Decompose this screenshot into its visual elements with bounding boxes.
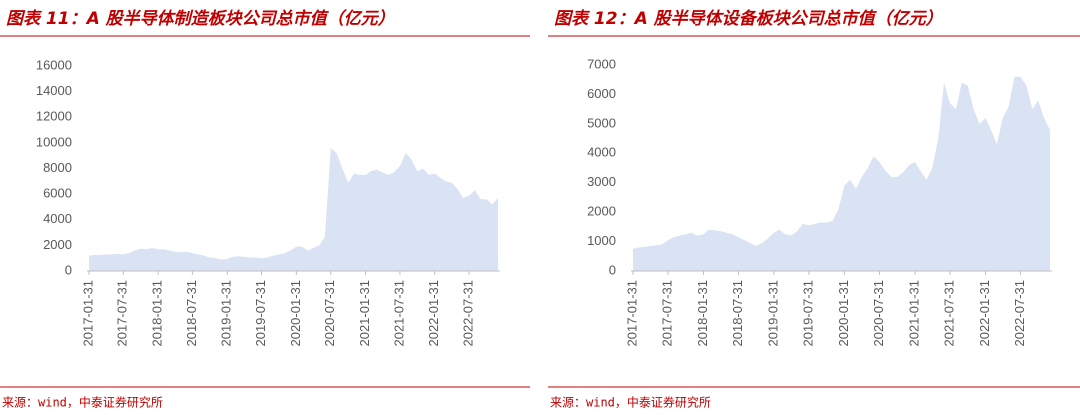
y-tick-label: 5000 [587,115,616,130]
y-tick-label: 14000 [36,83,72,98]
chart-title: 图表 12：A 股半导体设备板块公司总市值（亿元） [554,9,943,29]
y-tick-label: 0 [609,262,616,277]
x-tick-label: 2021-07-31 [391,280,406,347]
x-tick-label: 2019-01-31 [765,280,780,347]
x-tick-label: 2020-07-31 [871,280,886,347]
area [633,76,1050,272]
x-tick-label: 2021-07-31 [941,280,956,347]
x-tick-label: 2021-01-31 [357,280,372,347]
y-tick-label: 4000 [587,145,616,160]
x-tick-label: 2020-01-31 [836,280,851,347]
y-tick-label: 2000 [587,204,616,219]
y-tick-label: 8000 [43,160,72,175]
x-tick-label: 2017-07-31 [115,280,130,347]
x-tick-label: 2022-01-31 [977,280,992,347]
y-tick-label: 7000 [587,56,616,71]
x-tick-label: 2018-07-31 [730,280,745,347]
y-tick-label: 6000 [43,186,72,201]
x-tick-label: 2020-01-31 [288,280,303,347]
x-tick-label: 2018-01-31 [150,280,165,347]
y-tick-label: 3000 [587,174,616,189]
x-tick-label: 2020-07-31 [322,280,337,347]
source: 来源：wind，中泰证券研究所 [2,395,163,410]
area [89,148,498,271]
y-tick-label: 12000 [36,109,72,124]
chart-title: 图表 11：A 股半导体制造板块公司总市值（亿元） [6,9,395,29]
x-tick-label: 2021-01-31 [906,280,921,347]
y-tick-label: 4000 [43,211,72,226]
source: 来源：wind，中泰证券研究所 [550,395,711,410]
x-tick-label: 2018-01-31 [695,280,710,347]
x-tick-label: 2022-01-31 [426,280,441,347]
x-tick-label: 2019-07-31 [253,280,268,347]
y-tick-label: 2000 [43,237,72,252]
y-tick-label: 16000 [36,57,72,72]
y-tick-label: 0 [65,262,72,277]
x-tick-label: 2018-07-31 [184,280,199,347]
x-tick-label: 2017-01-31 [80,280,95,347]
x-tick-label: 2017-01-31 [624,280,639,347]
y-tick-label: 10000 [36,134,72,149]
x-tick-label: 2019-07-31 [800,280,815,347]
y-tick-label: 6000 [587,86,616,101]
x-tick-label: 2022-07-31 [1012,280,1027,347]
y-tick-label: 1000 [587,233,616,248]
x-tick-label: 2019-01-31 [219,280,234,347]
x-tick-label: 2022-07-31 [460,280,475,347]
x-tick-label: 2017-07-31 [659,280,674,347]
